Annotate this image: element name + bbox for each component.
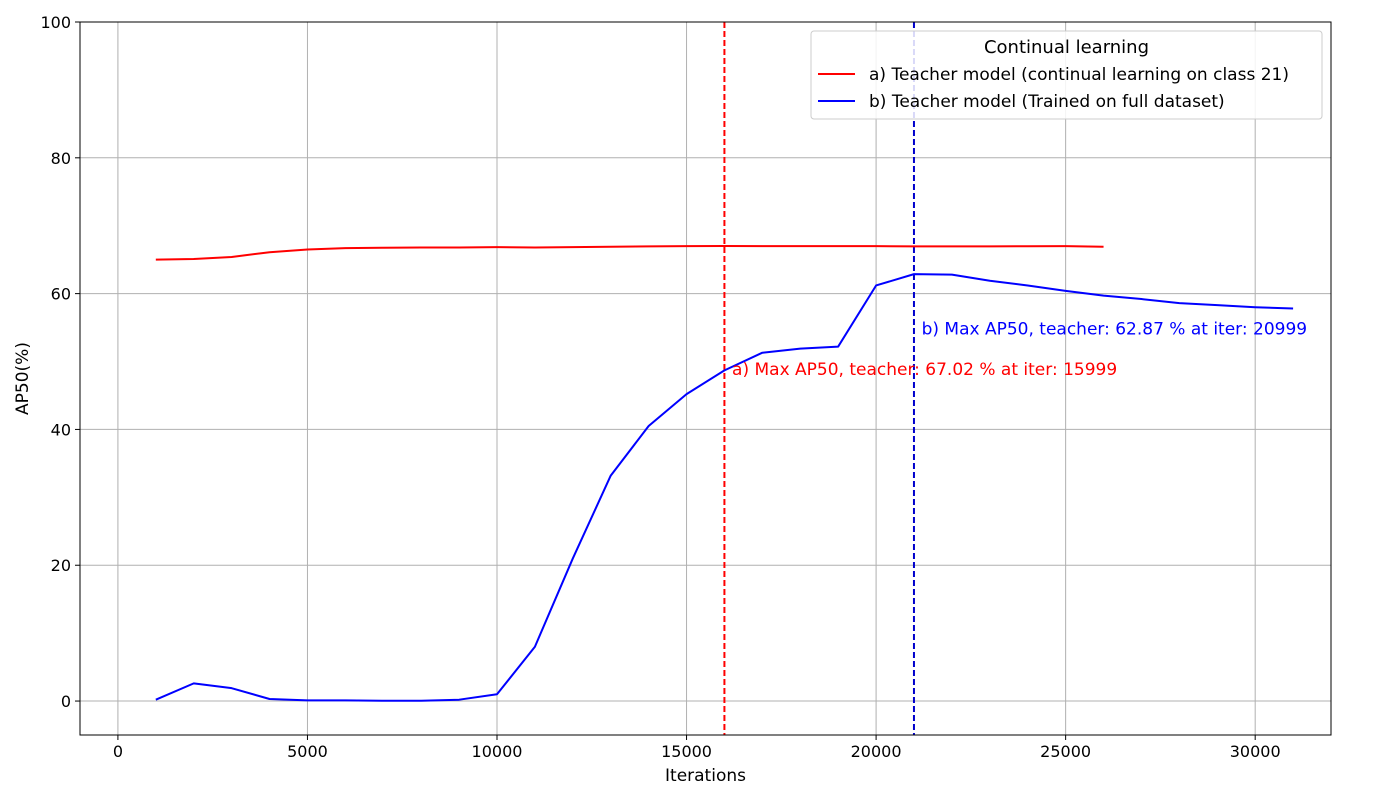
x-tick-label: 5000	[287, 742, 328, 761]
y-tick-label: 60	[51, 285, 71, 304]
x-axis-label: Iterations	[665, 766, 746, 786]
series-line-a	[155, 244, 1104, 261]
series-lines	[155, 244, 1294, 702]
x-tick-label: 20000	[851, 742, 902, 761]
legend: Continual learning a) Teacher model (con…	[810, 30, 1323, 120]
y-tick-label: 0	[61, 692, 71, 711]
legend-entry-a: a) Teacher model (continual learning on …	[869, 65, 1289, 85]
x-tick-label: 10000	[472, 742, 523, 761]
x-tick-label: 15000	[661, 742, 712, 761]
annotations: a) Max AP50, teacher: 67.02 % at iter: 1…	[732, 319, 1307, 380]
annotation-a: a) Max AP50, teacher: 67.02 % at iter: 1…	[732, 360, 1117, 380]
x-tick-label: 30000	[1230, 742, 1281, 761]
x-axis-ticks: 0 5000 10000 15000 20000 25000 30000	[113, 735, 1281, 761]
y-axis-label: AP50(%)	[13, 342, 33, 415]
legend-entry-b: b) Teacher model (Trained on full datase…	[869, 92, 1225, 112]
plot-frame	[79, 21, 1332, 736]
annotation-b: b) Max AP50, teacher: 62.87 % at iter: 2…	[922, 319, 1308, 339]
max-markers	[723, 22, 915, 735]
x-tick-label: 0	[113, 742, 123, 761]
legend-title: Continual learning	[984, 37, 1149, 58]
y-tick-label: 40	[51, 420, 71, 439]
grid	[80, 21, 1331, 735]
y-axis-ticks: 0 20 40 60 80 100	[40, 13, 80, 711]
y-tick-label: 20	[51, 556, 71, 575]
y-tick-label: 100	[40, 13, 71, 32]
series-line-b	[155, 273, 1294, 702]
y-tick-label: 80	[51, 149, 71, 168]
legend-box	[810, 30, 1323, 120]
x-tick-label: 25000	[1040, 742, 1091, 761]
